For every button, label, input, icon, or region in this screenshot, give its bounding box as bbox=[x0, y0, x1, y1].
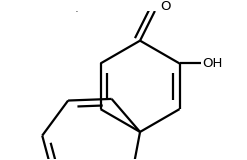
Text: O: O bbox=[161, 0, 171, 13]
Text: OH: OH bbox=[202, 57, 223, 70]
